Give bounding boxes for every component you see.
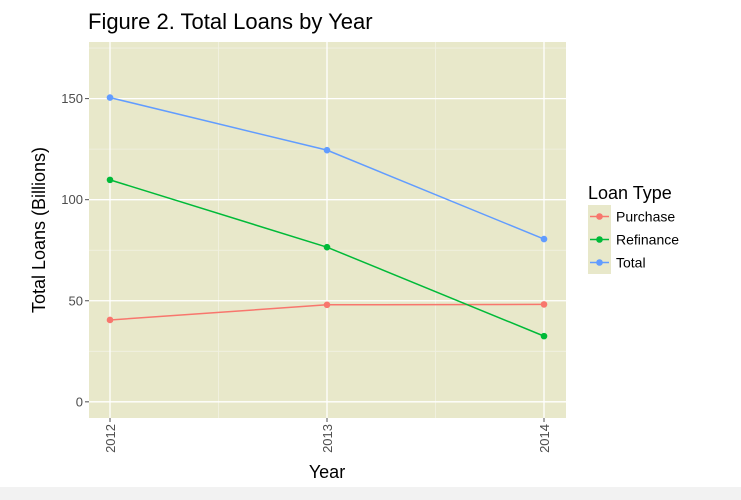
legend-key-point-refinance bbox=[596, 236, 603, 243]
y-axis-ticks: 0 50 100 150 bbox=[61, 91, 89, 409]
x-axis-title: Year bbox=[309, 462, 345, 482]
legend-key-point-total bbox=[596, 259, 603, 266]
y-axis-title: Total Loans (Billions) bbox=[29, 147, 49, 313]
series-layer bbox=[106, 94, 548, 340]
data-point-purchase bbox=[106, 316, 114, 324]
data-point-refinance bbox=[323, 243, 331, 251]
bottom-band bbox=[0, 487, 741, 500]
y-tick-label: 150 bbox=[61, 91, 83, 106]
legend-label-purchase: Purchase bbox=[616, 209, 675, 225]
data-point-total bbox=[540, 235, 548, 243]
data-point-refinance bbox=[540, 332, 548, 340]
legend-label-total: Total bbox=[616, 255, 646, 271]
legend: Loan Type Purchase Refinance Total bbox=[588, 183, 679, 274]
x-tick-label: 2013 bbox=[320, 424, 335, 453]
x-tick-label: 2014 bbox=[537, 424, 552, 453]
legend-title: Loan Type bbox=[588, 183, 672, 203]
y-tick-label: 100 bbox=[61, 192, 83, 207]
data-point-purchase bbox=[323, 301, 331, 309]
x-axis-ticks: 2012 2013 2014 bbox=[103, 418, 552, 453]
major-gridlines bbox=[89, 42, 566, 418]
legend-key-point-purchase bbox=[596, 213, 603, 220]
data-point-total bbox=[323, 146, 331, 154]
y-tick-label: 0 bbox=[76, 394, 83, 409]
data-point-refinance bbox=[106, 176, 114, 184]
y-tick-label: 50 bbox=[69, 293, 83, 308]
chart-title: Figure 2. Total Loans by Year bbox=[88, 9, 373, 34]
data-point-total bbox=[106, 94, 114, 101]
legend-label-refinance: Refinance bbox=[616, 232, 679, 248]
data-point-purchase bbox=[540, 301, 548, 308]
x-tick-label: 2012 bbox=[103, 424, 118, 453]
